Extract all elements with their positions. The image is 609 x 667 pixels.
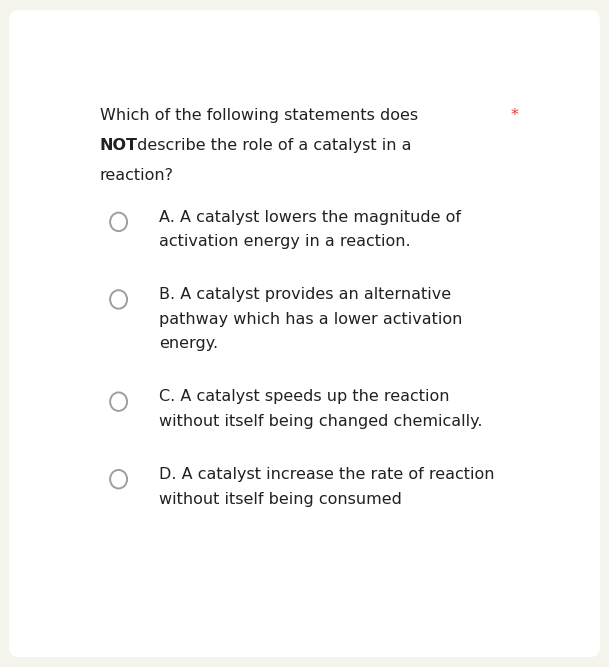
Text: reaction?: reaction? xyxy=(100,168,174,183)
Text: Which of the following statements does: Which of the following statements does xyxy=(100,108,418,123)
Text: activation energy in a reaction.: activation energy in a reaction. xyxy=(159,234,410,249)
Text: without itself being consumed: without itself being consumed xyxy=(159,492,401,506)
Text: describe the role of a catalyst in a: describe the role of a catalyst in a xyxy=(132,138,411,153)
Text: energy.: energy. xyxy=(159,336,218,352)
Text: *: * xyxy=(510,108,518,123)
Text: C. A catalyst speeds up the reaction: C. A catalyst speeds up the reaction xyxy=(159,390,449,404)
Text: pathway which has a lower activation: pathway which has a lower activation xyxy=(159,311,462,327)
Text: D. A catalyst increase the rate of reaction: D. A catalyst increase the rate of react… xyxy=(159,467,495,482)
Text: NOT: NOT xyxy=(100,138,138,153)
Text: B. A catalyst provides an alternative: B. A catalyst provides an alternative xyxy=(159,287,451,302)
Text: without itself being changed chemically.: without itself being changed chemically. xyxy=(159,414,482,429)
Text: A. A catalyst lowers the magnitude of: A. A catalyst lowers the magnitude of xyxy=(159,209,461,225)
